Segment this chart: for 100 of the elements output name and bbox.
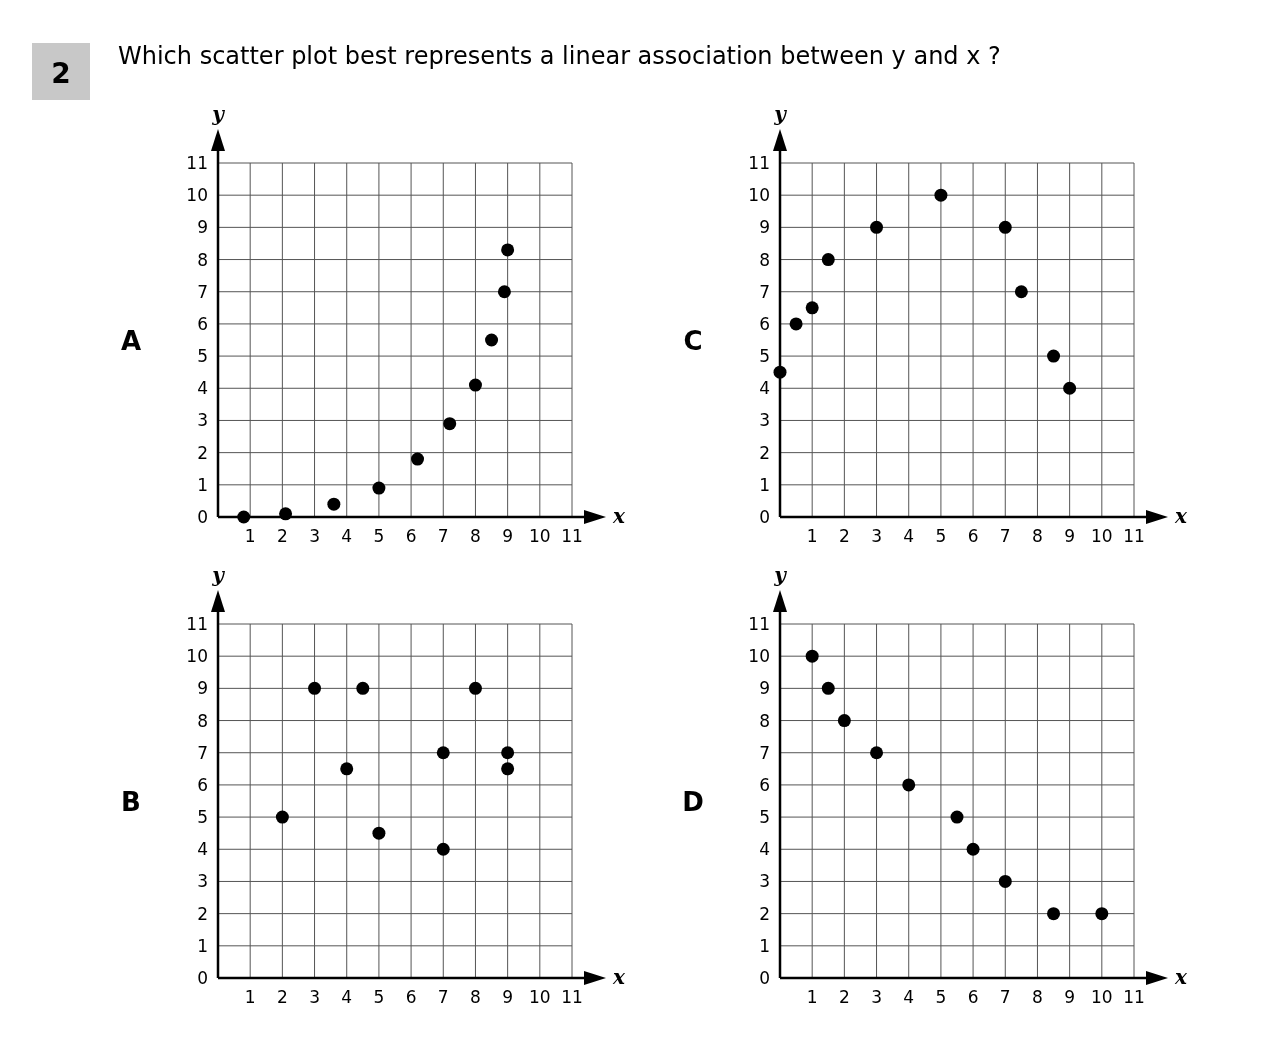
point	[356, 681, 370, 695]
x-tick-label: 2	[838, 526, 850, 546]
point	[372, 481, 386, 495]
y-tick-label: 7	[759, 742, 770, 763]
y-tick-label: 5	[759, 807, 770, 828]
x-tick-label: 2	[838, 987, 850, 1007]
point	[327, 497, 341, 511]
x-tick-label: 3	[871, 526, 882, 546]
point	[837, 714, 851, 728]
x-tick-label: 9	[1064, 526, 1076, 546]
text: D	[682, 787, 704, 817]
point	[821, 681, 835, 695]
point	[436, 746, 450, 760]
y-tick-label: 1	[759, 474, 770, 495]
y-axis-title: y	[773, 102, 788, 126]
point	[950, 810, 964, 824]
y-tick-label: 3	[759, 410, 770, 431]
y-axis-title: y	[211, 563, 226, 587]
point	[902, 778, 916, 792]
point	[1047, 349, 1061, 363]
x-tick-label: 1	[806, 526, 818, 546]
x-tick-label: 6	[967, 526, 979, 546]
point	[237, 510, 251, 524]
x-tick-label: 9	[502, 526, 514, 546]
x-tick-label: 4	[341, 987, 353, 1007]
y-tick-label: 6	[197, 313, 208, 334]
text: Which scatter plot best represents a linear association between y and x ?	[118, 42, 1001, 70]
y-tick-label: 7	[197, 281, 208, 302]
y-tick-label: 2	[197, 903, 208, 924]
x-tick-label: 10	[1091, 987, 1113, 1007]
x-tick-label: 4	[341, 526, 353, 546]
x-tick-label: 3	[871, 987, 882, 1007]
point	[275, 810, 289, 824]
y-tick-label: 6	[759, 774, 770, 795]
x-tick-label: 11	[1123, 987, 1145, 1007]
y-tick-label: 9	[759, 217, 770, 238]
text: B	[121, 787, 141, 817]
x-tick-label: 7	[999, 987, 1011, 1007]
text: A	[120, 326, 142, 356]
x-tick-label: 1	[806, 987, 818, 1007]
x-tick-label: 11	[1123, 526, 1145, 546]
point	[870, 746, 884, 760]
x-tick-label: 8	[1032, 987, 1043, 1007]
y-tick-label: 9	[197, 217, 208, 238]
point	[279, 507, 293, 521]
point	[934, 188, 948, 202]
y-tick-label: 0	[759, 507, 770, 527]
x-tick-label: 5	[935, 526, 947, 546]
point	[1095, 907, 1109, 921]
y-tick-label: 1	[197, 474, 208, 495]
point	[501, 762, 515, 776]
point	[372, 826, 386, 840]
point	[966, 842, 980, 856]
y-tick-label: 10	[748, 185, 770, 206]
point	[501, 243, 515, 257]
x-tick-label: 3	[309, 987, 320, 1007]
point	[998, 874, 1012, 888]
x-tick-label: 8	[470, 526, 481, 546]
point	[789, 317, 803, 331]
x-tick-label: 7	[437, 526, 449, 546]
y-tick-label: 5	[759, 346, 770, 367]
point	[870, 220, 884, 234]
y-tick-label: 7	[759, 281, 770, 302]
y-tick-label: 6	[759, 313, 770, 334]
y-tick-label: 11	[186, 153, 208, 173]
y-tick-label: 4	[197, 839, 208, 860]
x-tick-label: 9	[1064, 987, 1076, 1007]
point	[805, 649, 819, 663]
y-tick-label: 10	[748, 646, 770, 667]
x-tick-label: 11	[561, 526, 583, 546]
point	[443, 417, 457, 431]
y-tick-label: 0	[197, 507, 208, 527]
point	[998, 220, 1012, 234]
y-tick-label: 3	[197, 410, 208, 431]
x-tick-label: 4	[903, 526, 915, 546]
x-tick-label: 7	[437, 987, 449, 1007]
y-tick-label: 2	[759, 903, 770, 924]
y-tick-label: 4	[197, 378, 208, 399]
y-tick-label: 8	[759, 249, 770, 270]
x-tick-label: 2	[276, 987, 288, 1007]
x-tick-label: 6	[405, 526, 417, 546]
point	[1014, 285, 1028, 299]
x-tick-label: 9	[502, 987, 514, 1007]
y-tick-label: 11	[748, 614, 770, 634]
x-tick-label: 4	[903, 987, 915, 1007]
x-tick-label: 3	[309, 526, 320, 546]
y-tick-label: 7	[197, 742, 208, 763]
point	[805, 301, 819, 315]
x-axis-title: x	[612, 965, 627, 989]
x-tick-label: 10	[529, 526, 551, 546]
y-tick-label: 8	[197, 710, 208, 731]
y-tick-label: 0	[197, 968, 208, 988]
x-tick-label: 7	[999, 526, 1011, 546]
y-tick-label: 5	[197, 346, 208, 367]
y-tick-label: 0	[759, 968, 770, 988]
x-tick-label: 1	[244, 987, 256, 1007]
y-tick-label: 9	[759, 678, 770, 699]
x-tick-label: 5	[373, 987, 385, 1007]
y-tick-label: 3	[197, 871, 208, 892]
x-tick-label: 6	[967, 987, 979, 1007]
